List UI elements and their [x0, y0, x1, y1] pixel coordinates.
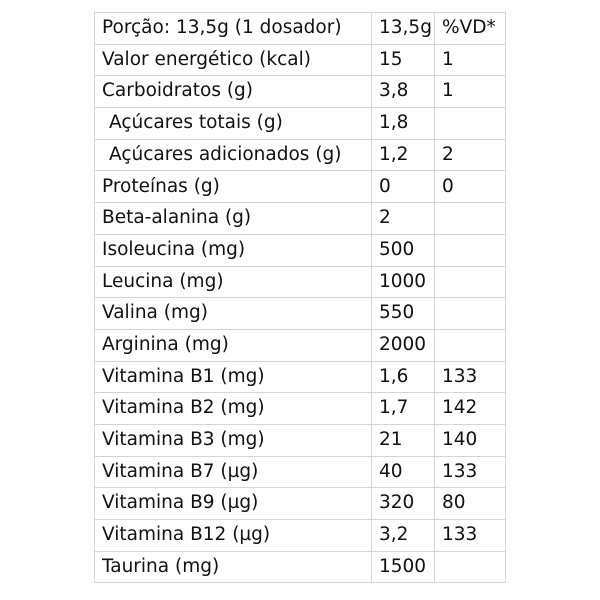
nutrient-quantity-cell: 1,8 [371, 107, 435, 140]
nutrient-daily-value-cell: 133 [434, 519, 506, 552]
nutrient-name-cell: Açúcares adicionados (g) [94, 138, 372, 172]
nutrient-name-cell: Valor energético (kcal) [94, 43, 372, 77]
nutrient-quantity-cell: 15 [371, 43, 435, 77]
table-header-row: Porção: 13,5g (1 dosador) 13,5g %VD* [94, 12, 506, 45]
nutrient-name-cell: Vitamina B7 (µg) [94, 455, 372, 489]
nutrient-quantity-cell: 2000 [371, 328, 435, 362]
table-row: Vitamina B3 (mg) 21 140 [94, 423, 506, 457]
nutrient-name-cell: Açúcares totais (g) [94, 107, 372, 140]
nutrient-daily-value-cell: 142 [434, 392, 506, 425]
nutrient-name-cell: Vitamina B9 (µg) [94, 487, 372, 520]
table-row: Isoleucina (mg) 500 [94, 233, 506, 267]
nutrient-daily-value-cell: 2 [434, 138, 506, 172]
nutrient-daily-value-cell [434, 107, 506, 140]
daily-value-header-cell: %VD* [434, 12, 506, 45]
table-row: Vitamina B12 (µg) 3,2 133 [94, 519, 506, 552]
nutrient-daily-value-cell: 1 [434, 75, 506, 109]
nutrient-name-cell: Vitamina B2 (mg) [94, 392, 372, 425]
nutrient-quantity-cell: 1,7 [371, 392, 435, 425]
nutrient-quantity-cell: 3,8 [371, 75, 435, 109]
table-row: Beta-alanina (g) 2 [94, 202, 506, 235]
nutrient-quantity-cell: 1500 [371, 550, 435, 584]
nutrient-quantity-cell: 550 [371, 297, 435, 330]
nutrient-daily-value-cell: 140 [434, 423, 506, 457]
nutrient-quantity-cell: 320 [371, 487, 435, 520]
table-row: Açúcares adicionados (g) 1,2 2 [94, 138, 506, 172]
nutrient-daily-value-cell [434, 233, 506, 267]
nutrient-daily-value-cell: 80 [434, 487, 506, 520]
nutrient-quantity-cell: 2 [371, 202, 435, 235]
table-row: Arginina (mg) 2000 [94, 328, 506, 362]
nutrient-quantity-cell: 1,6 [371, 360, 435, 394]
nutrient-daily-value-cell: 133 [434, 360, 506, 394]
table-row: Vitamina B2 (mg) 1,7 142 [94, 392, 506, 425]
nutrient-name-cell: Vitamina B12 (µg) [94, 519, 372, 552]
nutrient-quantity-cell: 21 [371, 423, 435, 457]
nutrient-daily-value-cell [434, 297, 506, 330]
nutrient-name-cell: Beta-alanina (g) [94, 202, 372, 235]
table-row: Taurina (mg) 1500 [94, 550, 506, 584]
table-row: Vitamina B7 (µg) 40 133 [94, 455, 506, 489]
nutrient-quantity-cell: 3,2 [371, 519, 435, 552]
table-row: Açúcares totais (g) 1,8 [94, 107, 506, 140]
nutrient-quantity-cell: 0 [371, 170, 435, 204]
nutrition-table-body: Porção: 13,5g (1 dosador) 13,5g %VD* Val… [94, 12, 506, 584]
nutrient-daily-value-cell [434, 550, 506, 584]
nutrient-name-cell: Vitamina B1 (mg) [94, 360, 372, 394]
nutrient-name-cell: Arginina (mg) [94, 328, 372, 362]
table-row: Carboidratos (g) 3,8 1 [94, 75, 506, 109]
nutrient-quantity-cell: 1,2 [371, 138, 435, 172]
nutrient-daily-value-cell: 133 [434, 455, 506, 489]
nutrient-name-cell: Leucina (mg) [94, 265, 372, 299]
nutrition-table: Porção: 13,5g (1 dosador) 13,5g %VD* Val… [94, 12, 506, 584]
table-row: Leucina (mg) 1000 [94, 265, 506, 299]
nutrient-daily-value-cell: 0 [434, 170, 506, 204]
nutrient-name-cell: Carboidratos (g) [94, 75, 372, 109]
nutrient-name-cell: Taurina (mg) [94, 550, 372, 584]
nutrient-name-cell: Proteínas (g) [94, 170, 372, 204]
nutrient-quantity-cell: 1000 [371, 265, 435, 299]
nutrient-daily-value-cell [434, 202, 506, 235]
serving-size-cell: Porção: 13,5g (1 dosador) [94, 12, 372, 45]
nutrient-daily-value-cell [434, 265, 506, 299]
table-row: Vitamina B1 (mg) 1,6 133 [94, 360, 506, 394]
nutrient-daily-value-cell: 1 [434, 43, 506, 77]
nutrient-quantity-cell: 40 [371, 455, 435, 489]
serving-quantity-cell: 13,5g [371, 12, 435, 45]
nutrient-name-cell: Vitamina B3 (mg) [94, 423, 372, 457]
table-row: Valor energético (kcal) 15 1 [94, 43, 506, 77]
nutrient-name-cell: Valina (mg) [94, 297, 372, 330]
nutrient-name-cell: Isoleucina (mg) [94, 233, 372, 267]
table-row: Valina (mg) 550 [94, 297, 506, 330]
nutrient-daily-value-cell [434, 328, 506, 362]
nutrient-quantity-cell: 500 [371, 233, 435, 267]
table-row: Vitamina B9 (µg) 320 80 [94, 487, 506, 520]
table-row: Proteínas (g) 0 0 [94, 170, 506, 204]
